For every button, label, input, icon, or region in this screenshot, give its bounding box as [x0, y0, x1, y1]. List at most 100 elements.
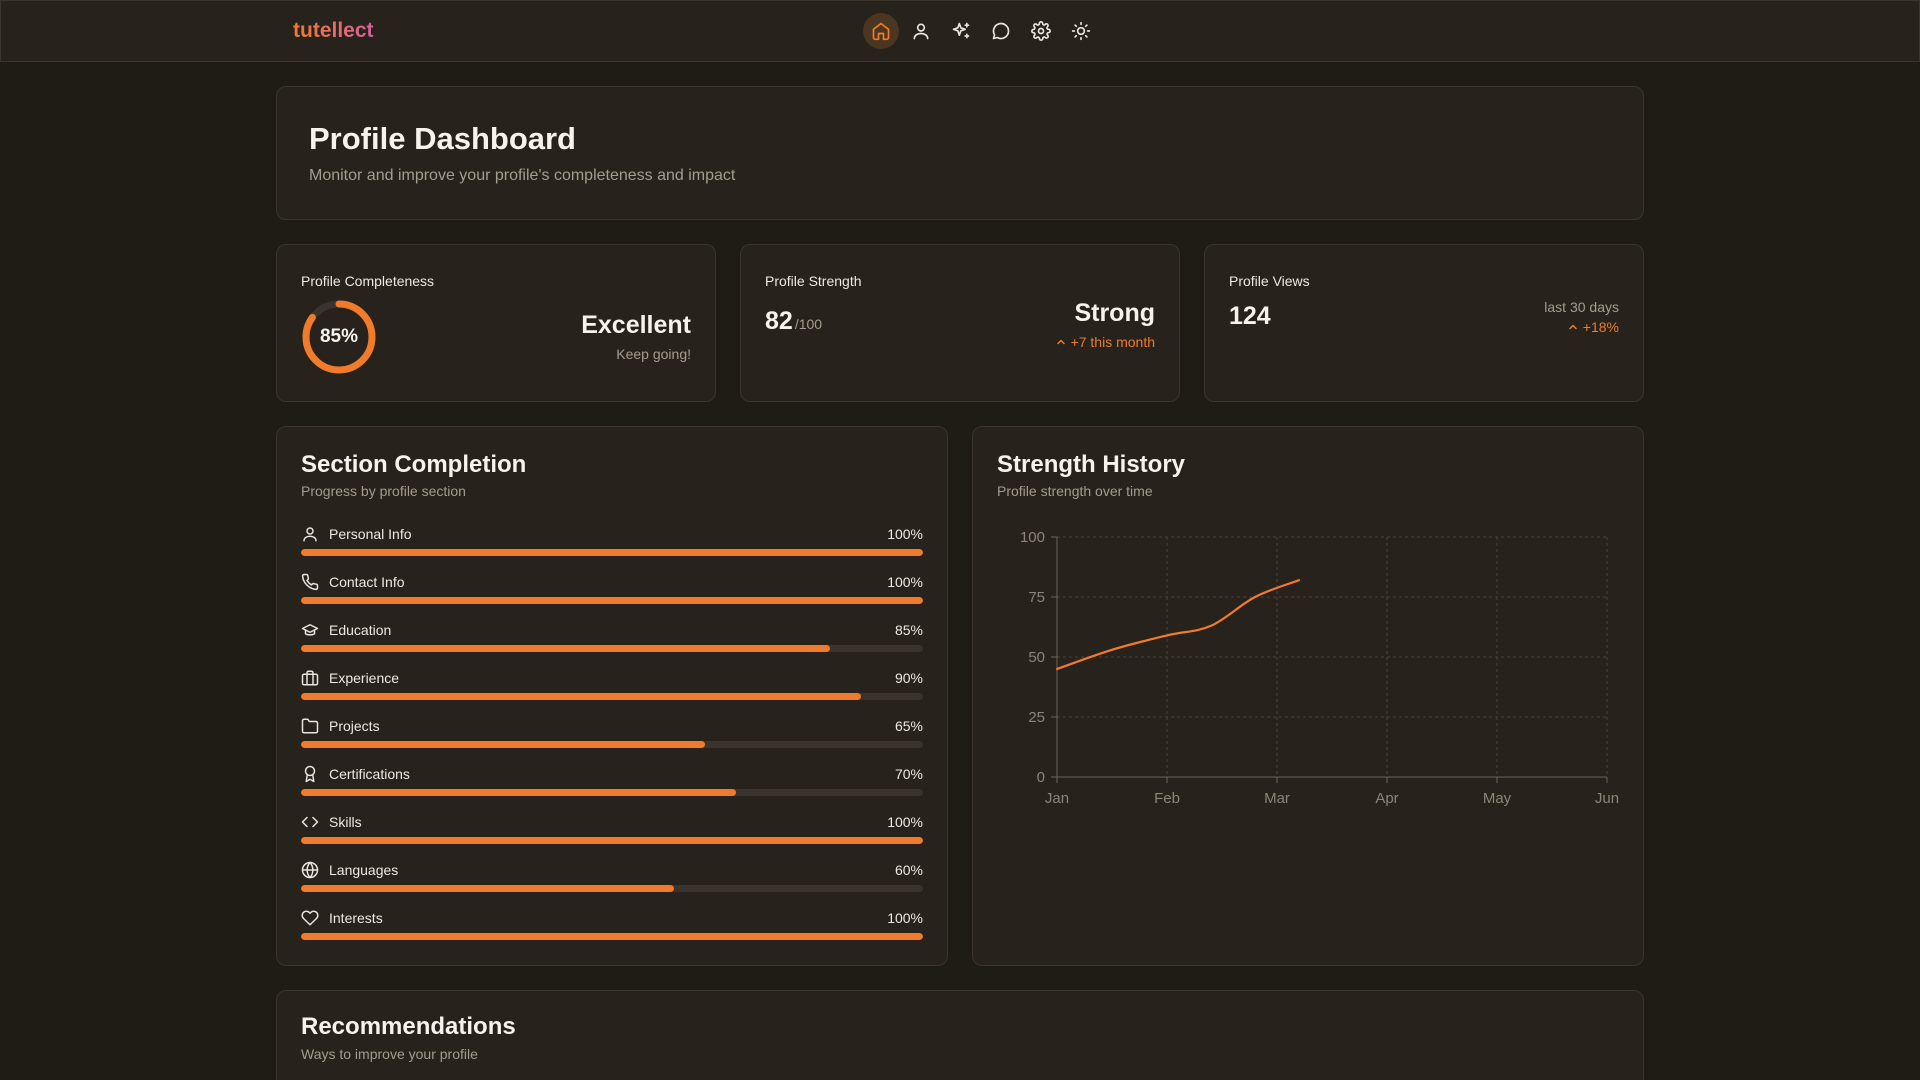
- section-progress-fill: [301, 837, 923, 844]
- page-subtitle: Monitor and improve your profile's compl…: [309, 167, 736, 184]
- section-completion-card: Section Completion Progress by profile s…: [276, 426, 948, 966]
- strength-card: Profile Strength 82/100 Strong +7 this m…: [740, 244, 1180, 402]
- views-card: Profile Views 124 last 30 days +18%: [1204, 244, 1644, 402]
- y-tick-label: 25: [1028, 709, 1045, 726]
- brand-logo[interactable]: tutellect: [293, 19, 374, 42]
- section-progress-track: [301, 549, 923, 556]
- x-tick-label: Jan: [1045, 790, 1069, 807]
- nav-profile-button[interactable]: [903, 13, 939, 49]
- completeness-ring: 85%: [301, 299, 377, 375]
- strength-rating: Strong: [1074, 299, 1155, 327]
- section-list: Personal Info 100% Contact Info 100% Educati…: [301, 525, 923, 957]
- section-label: Certifications: [329, 766, 410, 782]
- top-nav-bar: tutellect: [0, 0, 1920, 62]
- recommendations-title: Recommendations: [301, 1013, 516, 1040]
- y-tick-label: 100: [1020, 529, 1045, 546]
- home-icon: [872, 22, 890, 41]
- nav-ai-button[interactable]: [943, 13, 979, 49]
- section-progress-track: [301, 645, 923, 652]
- completeness-rating: Excellent: [581, 311, 691, 339]
- completeness-note: Keep going!: [616, 346, 691, 362]
- x-tick-label: Apr: [1375, 790, 1398, 807]
- section-row-interests[interactable]: Interests 100%: [301, 909, 923, 957]
- section-label: Personal Info: [329, 526, 412, 542]
- nav-home-button[interactable]: [863, 13, 899, 49]
- section-completion-title: Section Completion: [301, 451, 527, 478]
- section-progress-track: [301, 597, 923, 604]
- section-progress-fill: [301, 549, 923, 556]
- section-label: Projects: [329, 718, 380, 734]
- briefcase-icon: [301, 669, 319, 687]
- section-progress-fill: [301, 933, 923, 940]
- section-row-skills[interactable]: Skills 100%: [301, 813, 923, 861]
- graduation-cap-icon: [301, 621, 319, 639]
- strength-score: 82/100: [765, 307, 822, 336]
- section-progress-track: [301, 933, 923, 940]
- completeness-percent: 85%: [319, 326, 359, 347]
- section-progress-track: [301, 837, 923, 844]
- x-tick-label: May: [1483, 790, 1512, 807]
- section-row-certifications[interactable]: Certifications 70%: [301, 765, 923, 813]
- theme-toggle-button[interactable]: [1063, 13, 1099, 49]
- section-percent: 100%: [887, 814, 923, 830]
- x-tick-label: Feb: [1154, 790, 1180, 807]
- views-change-text: +18%: [1582, 319, 1619, 335]
- nav-messages-button[interactable]: [983, 13, 1019, 49]
- section-row-languages[interactable]: Languages 60%: [301, 861, 923, 909]
- strength-label: Profile Strength: [765, 273, 862, 289]
- strength-score-value: 82: [765, 307, 793, 335]
- heart-icon: [301, 909, 319, 927]
- section-progress-track: [301, 885, 923, 892]
- y-tick-label: 0: [1037, 769, 1045, 786]
- section-label: Education: [329, 622, 392, 638]
- award-icon: [301, 765, 319, 783]
- completeness-card: Profile Completeness 85% Excellent Keep …: [276, 244, 716, 402]
- chevron-up-icon: [1056, 339, 1065, 345]
- strength-change: +7 this month: [1055, 334, 1155, 350]
- section-percent: 90%: [894, 670, 923, 686]
- completeness-summary: Excellent Keep going!: [581, 311, 691, 362]
- recommendations-subtitle: Ways to improve your profile: [301, 1046, 478, 1062]
- page-title: Profile Dashboard: [309, 121, 576, 156]
- views-change: +18%: [1544, 319, 1619, 335]
- section-progress-fill: [301, 597, 923, 604]
- nav-settings-button[interactable]: [1023, 13, 1059, 49]
- main-nav: [863, 13, 1099, 51]
- section-label: Contact Info: [329, 574, 405, 590]
- recommendations-card: Recommendations Ways to improve your pro…: [276, 990, 1644, 1080]
- completeness-label: Profile Completeness: [301, 273, 435, 289]
- section-label: Experience: [329, 670, 400, 686]
- folder-icon: [301, 717, 319, 735]
- strength-score-unit: /100: [794, 316, 823, 332]
- strength-history-title: Strength History: [997, 451, 1186, 478]
- section-row-personal-info[interactable]: Personal Info 100%: [301, 525, 923, 573]
- y-tick-label: 50: [1028, 649, 1045, 666]
- section-percent: 100%: [887, 574, 923, 590]
- x-tick-label: Mar: [1264, 790, 1290, 807]
- section-row-projects[interactable]: Projects 65%: [301, 717, 923, 765]
- section-label: Skills: [329, 814, 362, 830]
- section-row-experience[interactable]: Experience 90%: [301, 669, 923, 717]
- section-progress-track: [301, 789, 923, 796]
- strength-history-chart: 0 25 50 75 100 Jan Feb Mar Apr May Jun: [1020, 529, 1619, 807]
- views-label: Profile Views: [1229, 273, 1310, 289]
- views-count: 124: [1229, 302, 1271, 330]
- strength-change-text: +7 this month: [1070, 334, 1155, 350]
- section-percent: 70%: [894, 766, 923, 782]
- section-progress-fill: [301, 789, 737, 796]
- section-progress-fill: [301, 693, 861, 700]
- section-row-education[interactable]: Education 85%: [301, 621, 923, 669]
- phone-icon: [301, 573, 319, 591]
- section-percent: 85%: [894, 622, 923, 638]
- strength-history-card: Strength History Profile strength over t…: [972, 426, 1644, 966]
- user-icon: [301, 525, 319, 543]
- section-row-contact-info[interactable]: Contact Info 100%: [301, 573, 923, 621]
- strength-series-line: [1055, 579, 1301, 671]
- section-label: Languages: [329, 862, 399, 878]
- strength-history-subtitle: Profile strength over time: [997, 483, 1153, 499]
- x-tick-label: Jun: [1595, 790, 1619, 807]
- views-summary: last 30 days +18%: [1544, 299, 1619, 335]
- sparkles-icon: [952, 22, 970, 39]
- section-progress-track: [301, 693, 923, 700]
- section-percent: 100%: [887, 526, 923, 542]
